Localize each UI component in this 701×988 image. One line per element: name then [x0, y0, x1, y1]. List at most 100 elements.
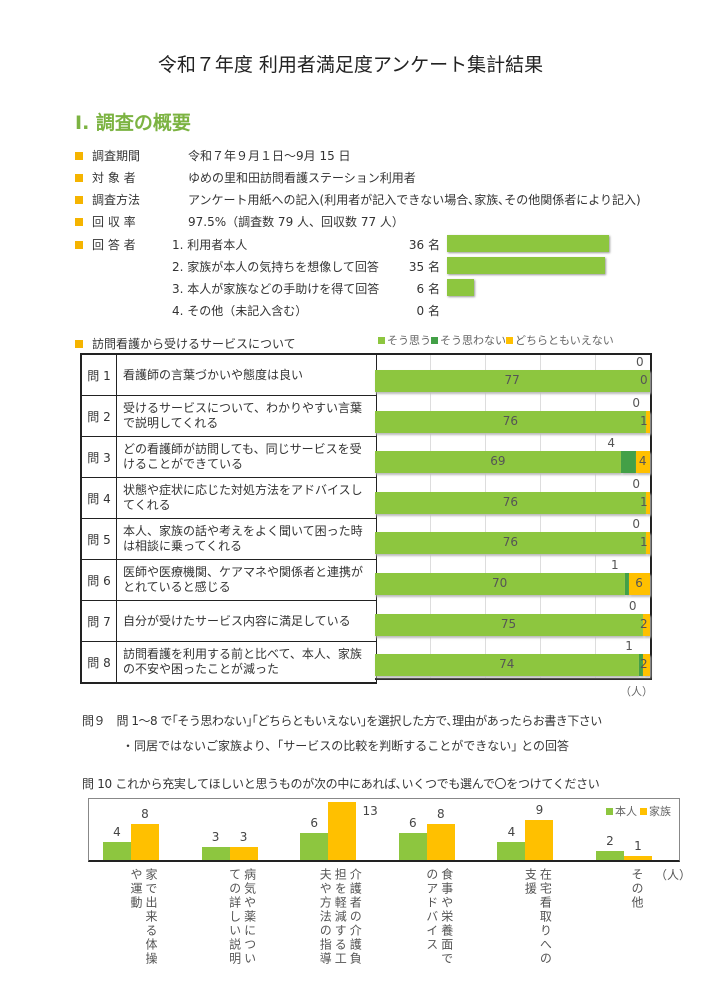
respondent-type: 1. 利用者本人: [172, 238, 248, 252]
bar-agree: [375, 532, 647, 555]
bullet-icon: [75, 152, 83, 160]
question-number: 問 1: [82, 355, 117, 395]
bar-self: [497, 842, 526, 860]
value-label: 6: [310, 816, 318, 831]
bar-disagree: [621, 451, 636, 474]
q9-question: 問９ 問 1～8 で｢そう思わない｣｢どちらともいえない｣を選択した方で､理由が…: [82, 712, 602, 729]
value-label: 6: [635, 576, 643, 590]
question-text: 受けるサービスについて、わかりやすい言葉で説明してくれる: [123, 401, 363, 430]
legend-disagree-swatch: [431, 337, 438, 344]
gridline: [540, 355, 541, 678]
gridline: [485, 355, 486, 678]
value-label: 74: [499, 657, 515, 672]
bullet-icon: [75, 241, 83, 249]
value-label: 69: [490, 454, 506, 469]
q9-answer: ・同居ではないご家族より、｢サービスの比較を判断することができない｣ との回答: [122, 739, 569, 753]
bar-self: [103, 842, 131, 860]
value-label: 1: [611, 558, 619, 572]
question-row: 問 7 自分が受けたサービス内容に満足している: [82, 601, 376, 642]
bar-family: [229, 846, 258, 860]
legend-agree: そう思う: [387, 334, 431, 347]
question-row: 問 5 本人、家族の話や考えをよく聞いて困った時は相談に乗ってくれる: [82, 519, 376, 560]
bar-agree: [375, 410, 647, 433]
value-label: 13: [362, 804, 378, 818]
value-label: 3: [239, 829, 248, 844]
bullet-icon: [75, 196, 83, 204]
bar-family: [426, 824, 455, 860]
value-label: 76: [502, 494, 518, 509]
unit-label: （人）: [620, 685, 653, 698]
legend-neutral: どちらともいえない: [515, 334, 614, 347]
overview-row: 回 収 率 97.5%（調査数 79 人、回収数 77 人）: [75, 213, 404, 230]
legend-family: 家族: [649, 805, 671, 818]
request-chart: 本人 家族 4 8 3 3 6 13 6 8 4 9 2 1: [88, 798, 680, 862]
value-label: 75: [500, 616, 517, 631]
question-number: 問 8: [82, 642, 117, 682]
question-row: 問 4 状態や症状に応じた対処方法をアドバイスしてくれる: [82, 478, 376, 519]
bullet-icon: [75, 218, 83, 226]
category-label: 病気や薬につい ての詳しい説明: [227, 868, 257, 966]
bar-self: [596, 851, 624, 860]
overview-row: 対 象 者 ゆめの里和田訪問看護ステーション利用者: [75, 169, 416, 186]
respondent-type: 4. その他（未記入含む）: [172, 304, 308, 318]
respondent-bar: [447, 235, 609, 252]
value-label: 1: [640, 494, 648, 509]
respondent-bar: [447, 279, 474, 296]
legend-self: 本人: [615, 805, 637, 818]
question-text: 自分が受けたサービス内容に満足している: [123, 613, 351, 628]
q10-label: 問 10: [82, 777, 112, 791]
bar-neutral: [628, 573, 650, 595]
satisfaction-chart: 77 0 0 76 0 1 69 4 4 76 0 1 76 0 1 70 1 6 75 0 2 74 1 2: [375, 353, 652, 680]
value-label: 8: [436, 807, 445, 822]
bar-family: [525, 819, 554, 860]
question-row: 問 8 訪問看護を利用する前と比べて、本人、家族の不安や困ったことが減った: [82, 642, 376, 682]
respondent-bar: [447, 257, 605, 274]
question-row: 問 6 医師や医療機関、ケアマネや関係者と連携がとれていると感じる: [82, 560, 376, 601]
bar-family: [131, 824, 159, 860]
bar-self: [398, 833, 427, 860]
section-heading: Ⅰ. 調査の概要: [75, 112, 191, 134]
q9-label: 問９: [82, 714, 106, 728]
bar-neutral: [646, 410, 650, 433]
value-label: 1: [625, 639, 633, 654]
value-label: 0: [632, 395, 641, 410]
question-number: 問 4: [82, 478, 117, 518]
category-label: 介護者の介護負 担を軽減する工 夫や方法の指導: [318, 868, 363, 966]
value-label: 76: [502, 535, 518, 550]
bar-family: [624, 855, 652, 860]
bar-neutral: [635, 451, 650, 474]
overview-value: 97.5%（調査数 79 人、回収数 77 人）: [188, 215, 404, 229]
legend-self-swatch: [606, 808, 613, 815]
value-label: 76: [502, 413, 518, 428]
respondent-count: 35 名: [408, 260, 440, 274]
value-label: 2: [640, 616, 648, 631]
bar-disagree: [625, 573, 629, 595]
overview-value: アンケート用紙への記入(利用者が記入できない場合､家族､その他関係者により記入): [188, 193, 641, 207]
value-label: 0: [628, 598, 637, 613]
overview-value: ゆめの里和田訪問看護ステーション利用者: [188, 171, 416, 185]
value-label: 6: [408, 816, 417, 831]
question-text: 本人、家族の話や考えをよく聞いて困った時は相談に乗ってくれる: [123, 524, 363, 553]
value-label: 1: [640, 413, 648, 428]
gridline: [430, 355, 431, 678]
value-label: 4: [607, 436, 616, 451]
bar-self: [201, 846, 230, 860]
legend-neutral-swatch: [506, 337, 513, 344]
question-row: 問 2 受けるサービスについて、わかりやすい言葉で説明してくれる: [82, 396, 376, 437]
question-table: 問 1 看護師の言葉づかいや態度は良い問 2 受けるサービスについて、わかりやすい言…: [80, 353, 377, 684]
gridline: [595, 355, 596, 678]
bar-neutral: [642, 654, 650, 677]
overview-row: 調査方法 アンケート用紙への記入(利用者が記入できない場合､家族､その他関係者によ…: [75, 191, 641, 208]
value-label: 4: [638, 454, 647, 469]
value-label: 1: [640, 535, 648, 550]
bar-agree: [375, 613, 643, 636]
bullet-icon: [75, 340, 83, 348]
respondents-label: 回 答 者: [92, 238, 136, 252]
question-number: 問 7: [82, 601, 117, 641]
bar-agree: [375, 451, 622, 474]
value-label: 2: [606, 834, 614, 849]
unit-label: （人）: [655, 868, 692, 882]
category-label: 在宅看取りへの 支援: [523, 868, 553, 966]
legend-family-swatch: [640, 808, 647, 815]
